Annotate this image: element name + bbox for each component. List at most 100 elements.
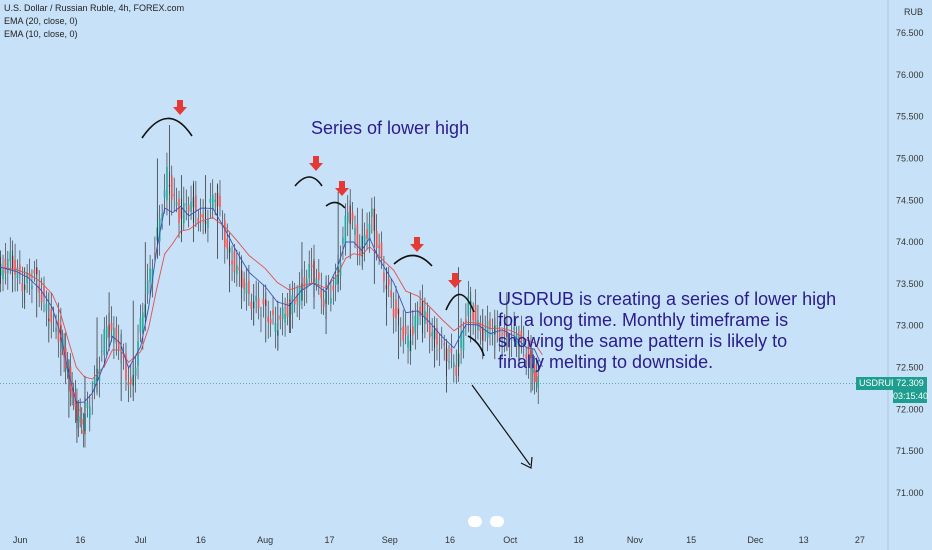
candle-body — [238, 267, 241, 271]
candle-body — [286, 302, 289, 317]
candle-body — [43, 285, 45, 297]
y-tick-label: 71.000 — [896, 488, 924, 498]
candle-body — [149, 268, 151, 282]
candle-body — [414, 315, 417, 334]
candle-body — [2, 269, 4, 280]
x-tick-label: 18 — [574, 535, 584, 545]
candle-body — [508, 346, 511, 348]
candle-body — [71, 388, 73, 398]
annotation-drawings — [141, 100, 533, 469]
price-axis[interactable]: 76.500 76.000 75.500 75.000 74.500 74.000 73.5… — [887, 0, 932, 550]
nav-dot-right[interactable] — [490, 516, 504, 527]
candle-body — [515, 334, 518, 346]
y-tick-label: 74.500 — [896, 195, 924, 205]
down-arrow-marker — [448, 280, 462, 288]
currency-label: RUB — [904, 7, 924, 17]
down-arrow-marker — [452, 273, 458, 280]
candle-body — [154, 252, 156, 255]
candle-body — [55, 327, 57, 333]
candle-body — [281, 307, 284, 319]
candle-body — [416, 311, 419, 326]
candle-body — [498, 328, 501, 342]
annotation-title: Series of lower high — [311, 118, 470, 138]
trend-arrow-line — [471, 384, 531, 466]
down-arrow-marker — [339, 181, 345, 188]
candle-body — [57, 319, 60, 343]
candle-body — [129, 377, 132, 385]
candle-body — [209, 198, 212, 203]
nav-dot-left[interactable] — [468, 516, 482, 527]
y-tick-label: 72.000 — [896, 404, 924, 414]
candle-body — [93, 377, 96, 389]
candle-body — [151, 268, 154, 284]
candle-body — [161, 213, 163, 222]
candle-body — [28, 272, 31, 279]
candle-body — [279, 315, 282, 320]
candle-body — [465, 319, 467, 322]
y-tick-label: 74.000 — [896, 237, 924, 247]
candle-body — [453, 362, 455, 367]
candle-body — [214, 199, 216, 202]
candle-body — [166, 166, 168, 201]
candle-body — [501, 344, 503, 346]
candle-body — [226, 238, 229, 249]
candle-body — [190, 201, 192, 212]
candle-body — [525, 354, 527, 359]
x-tick-label: 13 — [799, 535, 809, 545]
x-tick-label: 15 — [686, 535, 696, 545]
candle-body — [139, 317, 142, 333]
candle-body — [291, 295, 294, 315]
candle-body — [419, 306, 421, 317]
candle-body — [346, 211, 349, 223]
candle-body — [122, 355, 125, 358]
candle-body — [354, 227, 356, 235]
peak-arc — [325, 201, 346, 209]
candle-body — [296, 294, 298, 302]
candle-body — [243, 278, 245, 290]
candle-body — [272, 310, 274, 315]
candle-body — [400, 328, 402, 330]
candle-body — [50, 308, 53, 323]
time-axis[interactable]: Jun 16 Jul 16 Aug 17 Sep 16 Oct 18 Nov 15 Dec 13 27 — [13, 535, 865, 545]
candle-body — [91, 397, 94, 399]
candle-body — [127, 382, 130, 386]
candle-body — [245, 282, 248, 294]
candle-body — [173, 194, 175, 197]
candle-body — [170, 175, 173, 200]
candle-body — [303, 277, 306, 291]
candle-body — [390, 290, 392, 298]
candle-body — [368, 223, 371, 241]
y-tick-label: 72.500 — [896, 363, 924, 373]
candle-body — [113, 328, 115, 343]
candle-body — [363, 234, 366, 245]
candle-body — [522, 341, 525, 347]
candle-body — [199, 214, 202, 218]
x-tick-label: Jul — [135, 535, 147, 545]
down-arrow-marker — [414, 237, 420, 244]
candle-body — [407, 335, 409, 348]
candle-body — [236, 264, 238, 275]
candle-body — [310, 264, 313, 268]
x-tick-label: Nov — [627, 535, 644, 545]
candle-body — [440, 341, 443, 343]
candle-body — [359, 246, 361, 255]
candle-body — [535, 371, 538, 383]
candle-body — [248, 280, 250, 295]
candle-body — [19, 264, 21, 275]
peak-arc — [294, 176, 323, 187]
x-tick-label: 17 — [324, 535, 334, 545]
candle-body — [80, 419, 83, 425]
candle-body — [450, 347, 453, 353]
ema20-legend[interactable]: EMA (20, close, 0) — [4, 16, 78, 26]
candle-body — [443, 343, 445, 346]
ema10-legend[interactable]: EMA (10, close, 0) — [4, 29, 78, 39]
candle-body — [82, 429, 85, 435]
candle-body — [207, 218, 209, 229]
candle-body — [351, 212, 354, 221]
candle-body — [117, 341, 120, 349]
candle-body — [4, 258, 7, 274]
peak-arc — [393, 254, 433, 267]
y-tick-label: 75.500 — [896, 112, 924, 122]
candle-body — [219, 195, 221, 208]
